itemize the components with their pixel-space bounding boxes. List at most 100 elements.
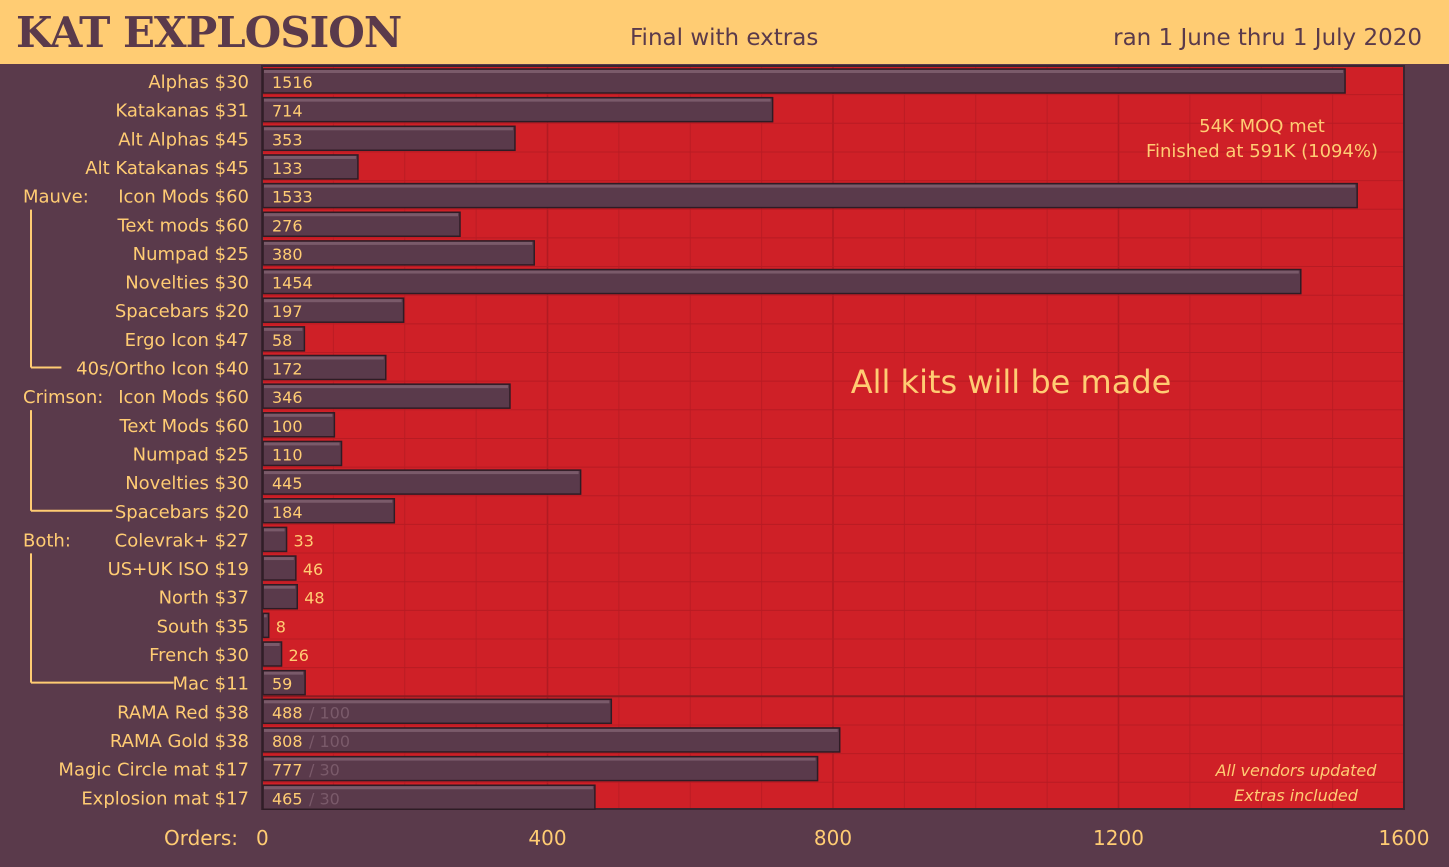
category-label: Text mods $60 xyxy=(116,215,249,236)
bar-value-label: 488 xyxy=(272,703,303,722)
bar-limit-label: / 30 xyxy=(309,761,340,780)
bar-value-label: 353 xyxy=(272,130,303,149)
category-label: Katakanas $31 xyxy=(115,101,249,122)
bar xyxy=(262,526,288,553)
header-band: KAT EXPLOSION Final with extras ran 1 Ju… xyxy=(0,0,1449,64)
bar-value-label: 808 xyxy=(272,732,303,751)
category-label: North $37 xyxy=(159,588,249,609)
bar-highlight xyxy=(264,241,533,245)
bar-limit-label: / 100 xyxy=(309,703,350,722)
bar-highlight xyxy=(264,786,593,790)
page-subtitle: Final with extras xyxy=(630,25,819,51)
x-tick-label: 0 xyxy=(256,826,269,850)
category-label: Numpad $25 xyxy=(133,244,249,265)
bar-value-label: 58 xyxy=(272,331,292,350)
bar-value-label: 48 xyxy=(304,589,324,608)
bar-highlight xyxy=(264,499,393,503)
bar-highlight xyxy=(264,413,333,417)
bar-highlight xyxy=(264,528,285,532)
bar-limit-label: / 100 xyxy=(309,732,350,751)
bar-value-label: 46 xyxy=(303,560,323,579)
category-label: Alphas $30 xyxy=(148,72,249,93)
bar-value-label: 346 xyxy=(272,388,303,407)
bar-highlight xyxy=(264,757,816,761)
bar-value-label: 110 xyxy=(272,445,303,464)
annotation-vendors: All vendors updated xyxy=(1215,761,1378,780)
category-label: Novelties $30 xyxy=(125,273,249,294)
bar-highlight xyxy=(264,70,1344,73)
bar-value-label: 276 xyxy=(272,216,303,235)
x-tick-label: 800 xyxy=(814,826,852,850)
x-tick-label: 400 xyxy=(528,826,566,850)
annotation-extras: Extras included xyxy=(1234,786,1359,805)
category-label: French $30 xyxy=(149,645,249,666)
bar-value-label: 777 xyxy=(272,761,303,780)
bar-value-label: 100 xyxy=(272,417,303,436)
category-label: Numpad $25 xyxy=(133,444,249,465)
bar-highlight xyxy=(264,155,356,159)
category-label: RAMA Red $38 xyxy=(117,702,249,723)
group-label: Crimson: xyxy=(23,387,103,408)
bar-value-label: 33 xyxy=(294,531,314,550)
annotation-kits: All kits will be made xyxy=(851,363,1172,401)
group-label: Both: xyxy=(23,530,71,551)
bar-highlight xyxy=(264,700,610,704)
bar-highlight xyxy=(264,327,303,331)
bar-highlight xyxy=(264,98,771,102)
x-tick-label: 1600 xyxy=(1379,826,1430,850)
date-range: ran 1 June thru 1 July 2020 xyxy=(1113,25,1422,51)
bar-highlight xyxy=(264,127,513,131)
category-label: Icon Mods $60 xyxy=(118,387,249,408)
category-label: South $35 xyxy=(157,616,249,637)
plot-border xyxy=(261,65,1405,810)
bar-value-label: 26 xyxy=(289,646,309,665)
bar-value-label: 714 xyxy=(272,102,303,121)
bar-highlight xyxy=(264,213,458,217)
annotation-finished: Finished at 591K (1094%) xyxy=(1146,141,1378,162)
bar-highlight xyxy=(264,442,340,446)
bar-highlight xyxy=(264,643,280,646)
bar-highlight xyxy=(264,471,579,475)
bar-value-label: 1533 xyxy=(272,188,313,207)
x-tick-label: 1200 xyxy=(1093,826,1144,850)
category-label: Alt Alphas $45 xyxy=(118,129,249,150)
bar-highlight xyxy=(264,585,296,589)
bar-value-label: 133 xyxy=(272,159,303,178)
category-label: Alt Katakanas $45 xyxy=(85,158,249,179)
category-label: Spacebars $20 xyxy=(115,301,249,322)
category-label: Explosion mat $17 xyxy=(81,788,249,809)
bar-value-label: 8 xyxy=(276,617,286,636)
bar-value-label: 59 xyxy=(272,675,292,694)
category-label: Novelties $30 xyxy=(125,473,249,494)
bar-highlight xyxy=(264,385,508,389)
group-label: Mauve: xyxy=(23,187,89,208)
x-axis-prefix: Orders: xyxy=(164,826,238,850)
bar-value-label: 465 xyxy=(272,789,303,808)
category-label: Spacebars $20 xyxy=(115,502,249,523)
bar-highlight xyxy=(264,184,1356,188)
bar-highlight xyxy=(264,614,267,618)
bar-value-label: 445 xyxy=(272,474,303,493)
bar-highlight xyxy=(264,557,294,561)
category-label: US+UK ISO $19 xyxy=(108,559,249,580)
bar-highlight xyxy=(264,356,384,360)
bar-highlight xyxy=(264,671,304,675)
category-label: Mac $11 xyxy=(172,674,249,695)
bar-value-label: 172 xyxy=(272,360,303,379)
category-label: RAMA Gold $38 xyxy=(110,731,249,752)
bar-highlight xyxy=(264,270,1299,274)
page-title: KAT EXPLOSION xyxy=(16,8,402,57)
category-label: Colevrak+ $27 xyxy=(115,530,249,551)
category-label: Magic Circle mat $17 xyxy=(58,760,249,781)
bar-value-label: 380 xyxy=(272,245,303,264)
category-label: Text Mods $60 xyxy=(118,416,249,437)
bar-value-label: 1454 xyxy=(272,274,313,293)
bar-value-label: 1516 xyxy=(272,73,313,92)
annotation-moq: 54K MOQ met xyxy=(1199,116,1325,137)
category-label: 40s/Ortho Icon $40 xyxy=(76,359,249,380)
category-label: Icon Mods $60 xyxy=(118,187,249,208)
bar-highlight xyxy=(264,299,402,303)
bar-value-label: 197 xyxy=(272,302,303,321)
bar-limit-label: / 30 xyxy=(309,789,340,808)
